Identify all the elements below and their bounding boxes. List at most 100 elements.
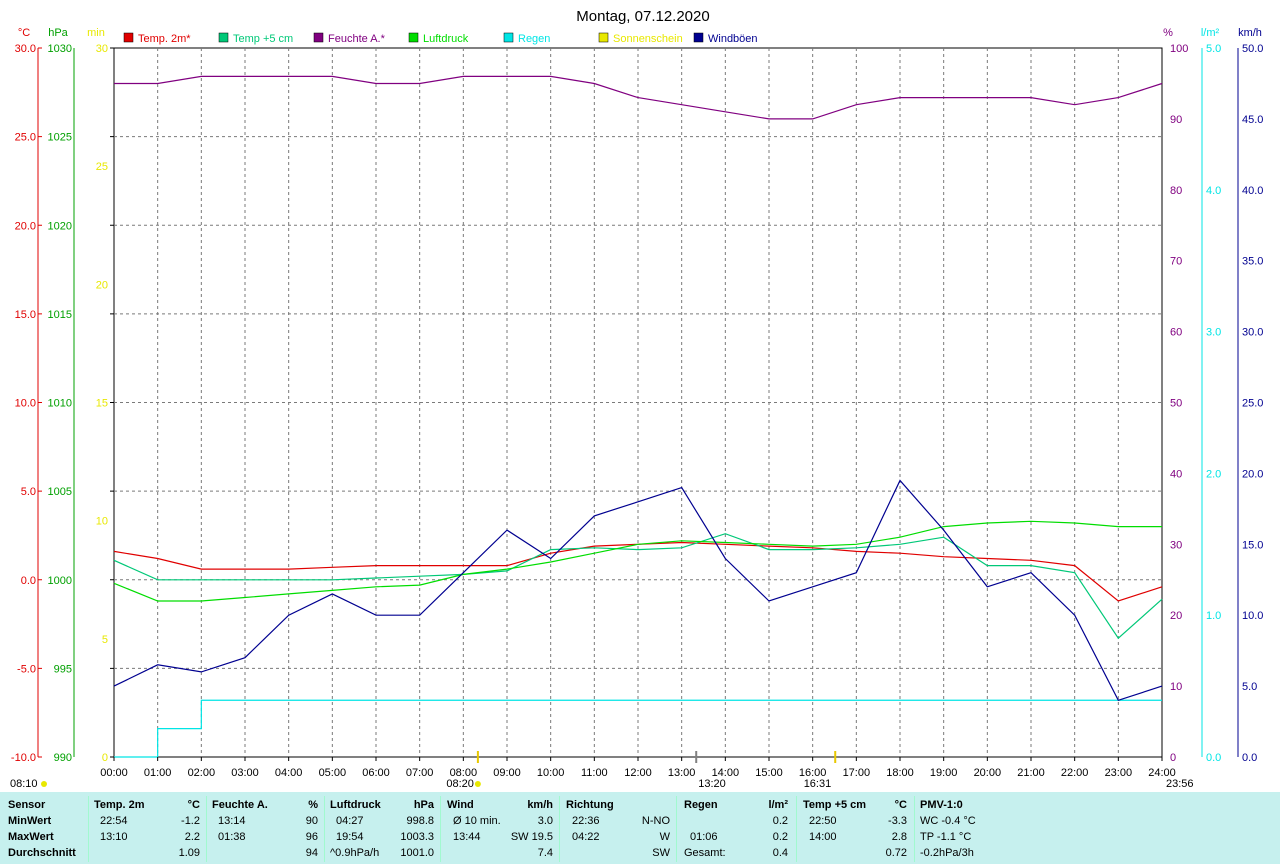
stats-temp5-header: Temp +5 cm bbox=[803, 799, 867, 811]
stats-pressure-max-time: 19:54 bbox=[336, 831, 364, 843]
time-tick-label: 22:00 bbox=[1061, 767, 1089, 779]
stats-pressure-header: Luftdruck bbox=[330, 799, 381, 811]
stats-separator bbox=[440, 796, 441, 862]
wind-tick-label: 30.0 bbox=[1242, 327, 1263, 339]
axes: 30.025.020.015.010.05.00.0-5.0-10.010301… bbox=[11, 27, 1264, 779]
stats-label-min: MinWert bbox=[8, 815, 52, 827]
stats-temp5-avg: 0.72 bbox=[885, 847, 907, 859]
rain-tick-label: 2.0 bbox=[1206, 468, 1221, 480]
humidity-tick-label: 10 bbox=[1170, 681, 1182, 693]
time-tick-label: 15:00 bbox=[755, 767, 783, 779]
sunshine-tick-label: 15 bbox=[96, 398, 108, 410]
sunshine-tick-label: 25 bbox=[96, 161, 108, 173]
stats-humidity-header: Feuchte A. bbox=[212, 799, 268, 811]
stats-temp-unit: °C bbox=[187, 799, 200, 811]
stats-direction-min: N-NO bbox=[641, 815, 670, 827]
time-tick-label: 17:00 bbox=[843, 767, 871, 779]
time-tick-label: 19:00 bbox=[930, 767, 958, 779]
time-tick-label: 07:00 bbox=[406, 767, 434, 779]
page-title: Montag, 07.12.2020 bbox=[576, 8, 709, 25]
pressure-tick-label: 1020 bbox=[48, 220, 72, 232]
stats-rain-total-label: Gesamt: bbox=[684, 847, 726, 859]
humidity-tick-label: 90 bbox=[1170, 114, 1182, 126]
temp-tick-label: 0.0 bbox=[21, 575, 36, 587]
humidity-tick-label: 20 bbox=[1170, 610, 1182, 622]
wind-tick-label: 20.0 bbox=[1242, 468, 1263, 480]
stats-separator bbox=[796, 796, 797, 862]
stats-label-sensor: Sensor bbox=[8, 799, 46, 811]
stats-humidity-avg: 94 bbox=[305, 847, 318, 859]
time-tick-label: 20:00 bbox=[974, 767, 1002, 779]
stats-wind-avg10: 3.0 bbox=[537, 815, 553, 827]
pressure-tick-label: 1010 bbox=[48, 398, 72, 410]
series-group bbox=[113, 75, 1163, 758]
humidity-tick-label: 80 bbox=[1170, 185, 1182, 197]
stats-humidity-max: 96 bbox=[305, 831, 318, 843]
stats-label-column: Sensor MinWert MaxWert Durchschnitt bbox=[8, 792, 88, 864]
stats-rain-unit: l/m² bbox=[768, 799, 788, 811]
stats-rain-min: 0.2 bbox=[772, 815, 788, 827]
rain-tick-label: 0.0 bbox=[1206, 752, 1221, 764]
stats-humidity-min: 90 bbox=[305, 815, 318, 827]
stats-pmv-header: PMV-1:0 bbox=[920, 799, 963, 811]
time-tick-label: 02:00 bbox=[188, 767, 216, 779]
time-tick-label: 05:00 bbox=[319, 767, 347, 779]
time-tick-label: 10:00 bbox=[537, 767, 565, 779]
time-tick-label: 09:00 bbox=[493, 767, 521, 779]
humidity-tick-label: 60 bbox=[1170, 327, 1182, 339]
stats-pmv-column: PMV-1:0 WC -0.4 °C TP -1.1 °C -0.2hPa/3h bbox=[920, 792, 1020, 864]
rain-tick-label: 4.0 bbox=[1206, 185, 1221, 197]
wind-tick-label: 5.0 bbox=[1242, 681, 1257, 693]
time-tick-label: 18:00 bbox=[886, 767, 914, 779]
legend-label: Luftdruck bbox=[423, 33, 469, 45]
time-tick-label: 13:00 bbox=[668, 767, 696, 779]
stats-direction-max: W bbox=[659, 831, 670, 843]
sunrise-label: 08:20 bbox=[446, 778, 474, 790]
stats-rain-column: Regen l/m² 0.2 01:06 0.2 Gesamt: 0.4 bbox=[684, 792, 792, 864]
stats-wind-max-time: 13:44 bbox=[453, 831, 481, 843]
stats-wind-column: Wind km/h Ø 10 min. 3.0 13:44 SW 19.5 7.… bbox=[447, 792, 557, 864]
temp-unit-label: °C bbox=[18, 27, 30, 39]
humidity-tick-label: 0 bbox=[1170, 752, 1176, 764]
temp-tick-label: 15.0 bbox=[15, 309, 36, 321]
humidity-tick-label: 70 bbox=[1170, 256, 1182, 268]
stats-pmv-line1: WC -0.4 °C bbox=[920, 815, 976, 827]
stats-separator bbox=[206, 796, 207, 862]
stats-temp5-min: -3.3 bbox=[888, 815, 907, 827]
stats-direction-max-time: 04:22 bbox=[572, 831, 600, 843]
stats-temp5-max: 2.8 bbox=[891, 831, 907, 843]
stats-pressure-min: 998.8 bbox=[406, 815, 434, 827]
pressure-tick-label: 1000 bbox=[48, 575, 72, 587]
time-tick-label: 06:00 bbox=[362, 767, 390, 779]
pressure-tick-label: 1030 bbox=[48, 43, 72, 55]
stats-pressure-column: Luftdruck hPa 04:27 998.8 19:54 1003.3 ^… bbox=[330, 792, 438, 864]
wind-unit-label: km/h bbox=[1238, 27, 1262, 39]
moon-icon bbox=[41, 781, 47, 787]
legend-label: Windböen bbox=[708, 33, 758, 45]
legend-swatch bbox=[123, 32, 134, 43]
humidity-tick-label: 40 bbox=[1170, 468, 1182, 480]
stats-temp-header: Temp. 2m bbox=[94, 799, 145, 811]
pressure-tick-label: 1005 bbox=[48, 486, 72, 498]
time-tick-label: 08:00 bbox=[450, 767, 478, 779]
stats-pressure-avg: 1001.0 bbox=[400, 847, 434, 859]
temp-tick-label: -10.0 bbox=[11, 752, 36, 764]
humidity-tick-label: 30 bbox=[1170, 539, 1182, 551]
pressure-unit-label: hPa bbox=[48, 27, 68, 39]
stats-humidity-unit: % bbox=[308, 799, 318, 811]
sun-icon bbox=[474, 781, 481, 787]
stats-wind-unit: km/h bbox=[527, 799, 553, 811]
time-tick-label: 01:00 bbox=[144, 767, 172, 779]
stats-label-max: MaxWert bbox=[8, 831, 54, 843]
time-tick-label: 24:00 bbox=[1148, 767, 1176, 779]
time-tick-label: 14:00 bbox=[712, 767, 740, 779]
wind-tick-label: 10.0 bbox=[1242, 610, 1263, 622]
sunshine-tick-label: 5 bbox=[102, 634, 108, 646]
temp-tick-label: 30.0 bbox=[15, 43, 36, 55]
wind-tick-label: 25.0 bbox=[1242, 398, 1263, 410]
stats-pmv-line2: TP -1.1 °C bbox=[920, 831, 972, 843]
stats-humidity-column: Feuchte A. % 13:14 90 01:38 96 94 bbox=[212, 792, 322, 864]
time-tick-label: 12:00 bbox=[624, 767, 652, 779]
stats-temp5-max-time: 14:00 bbox=[809, 831, 837, 843]
legend-swatch bbox=[693, 32, 704, 43]
